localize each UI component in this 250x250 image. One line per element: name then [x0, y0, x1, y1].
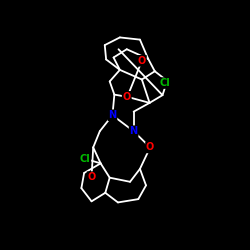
Text: O: O [122, 92, 131, 102]
Text: N: N [130, 126, 138, 136]
Text: Cl: Cl [160, 78, 170, 88]
Text: O: O [138, 56, 146, 66]
Text: O: O [146, 142, 154, 152]
Text: O: O [88, 172, 96, 182]
Text: Cl: Cl [80, 154, 90, 164]
Text: N: N [108, 110, 116, 120]
